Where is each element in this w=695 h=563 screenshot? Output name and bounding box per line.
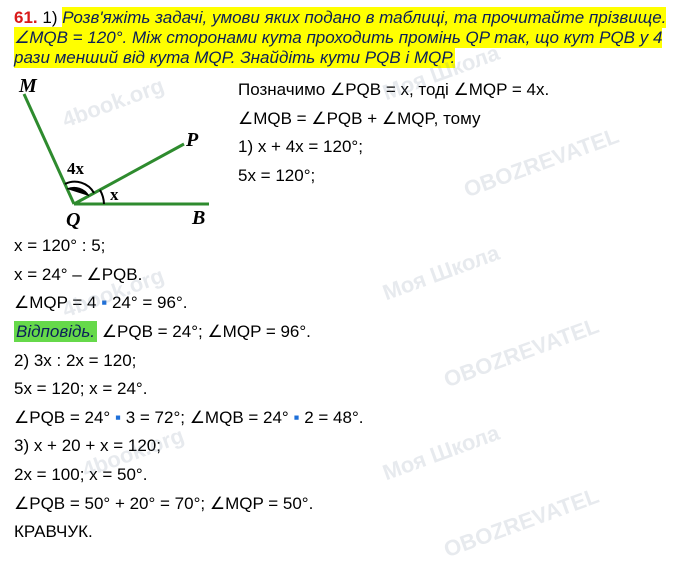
problem-text: Розв'яжіть задачі, умови яких подано в т… [14,7,666,68]
problem-number: 61. [14,8,38,27]
sol-line: ∠MQP = 4 ▪ 24° = 96°. [14,291,681,316]
sol-line: 3) x + 20 + x = 120; [14,434,681,459]
sol-line: 5x = 120°; [238,164,681,189]
sol-text: 2 = 48°. [300,408,364,427]
ray-qp [74,144,184,204]
label-4x: 4x [67,159,85,178]
label-x: x [110,185,119,204]
label-q: Q [66,209,80,231]
sol-line: КРАВЧУК. [14,520,681,545]
diagram-svg: M P B Q 4x x [14,74,214,234]
answer-text: ∠PQB = 24°; ∠MQP = 96°. [97,322,311,341]
ray-qm [24,94,74,204]
solution-right-col: Позначимо ∠PQB = x, тоді ∠MQP = 4x. ∠MQB… [238,74,681,193]
sol-line: Позначимо ∠PQB = x, тоді ∠MQP = 4x. [238,78,681,103]
problem-part: 1) [42,8,57,27]
label-p: P [185,129,199,151]
sol-line: x = 24° – ∠PQB. [14,263,681,288]
answer-line: Відповідь. ∠PQB = 24°; ∠MQP = 96°. [14,320,681,345]
sol-line: ∠PQB = 24° ▪ 3 = 72°; ∠MQB = 24° ▪ 2 = 4… [14,406,681,431]
angle-diagram: M P B Q 4x x [14,74,214,234]
sol-line: 2x = 100; x = 50°. [14,463,681,488]
sol-line: 2) 3x : 2x = 120; [14,349,681,374]
label-b: B [191,207,205,229]
answer-label: Відповідь. [14,321,97,342]
sol-text: 3 = 72°; ∠MQB = 24° [121,408,293,427]
sol-line: ∠MQB = ∠PQB + ∠MQP, тому [238,107,681,132]
diagram-solution-row: M P B Q 4x x Позначимо ∠PQB = x, тоді ∠M… [14,74,681,234]
arc-x [100,190,104,204]
sol-text: ∠MQP = 4 [14,293,101,312]
problem-statement: 61. 1) Розв'яжіть задачі, умови яких под… [14,8,681,68]
sol-line: 5x = 120; x = 24°. [14,377,681,402]
sol-line: ∠PQB = 50° + 20° = 70°; ∠MQP = 50°. [14,492,681,517]
sol-line: x = 120° : 5; [14,234,681,259]
sol-text: 24° = 96°. [107,293,187,312]
sol-text: ∠PQB = 24° [14,408,115,427]
sol-line: 1) x + 4x = 120°; [238,135,681,160]
label-m: M [18,75,38,97]
